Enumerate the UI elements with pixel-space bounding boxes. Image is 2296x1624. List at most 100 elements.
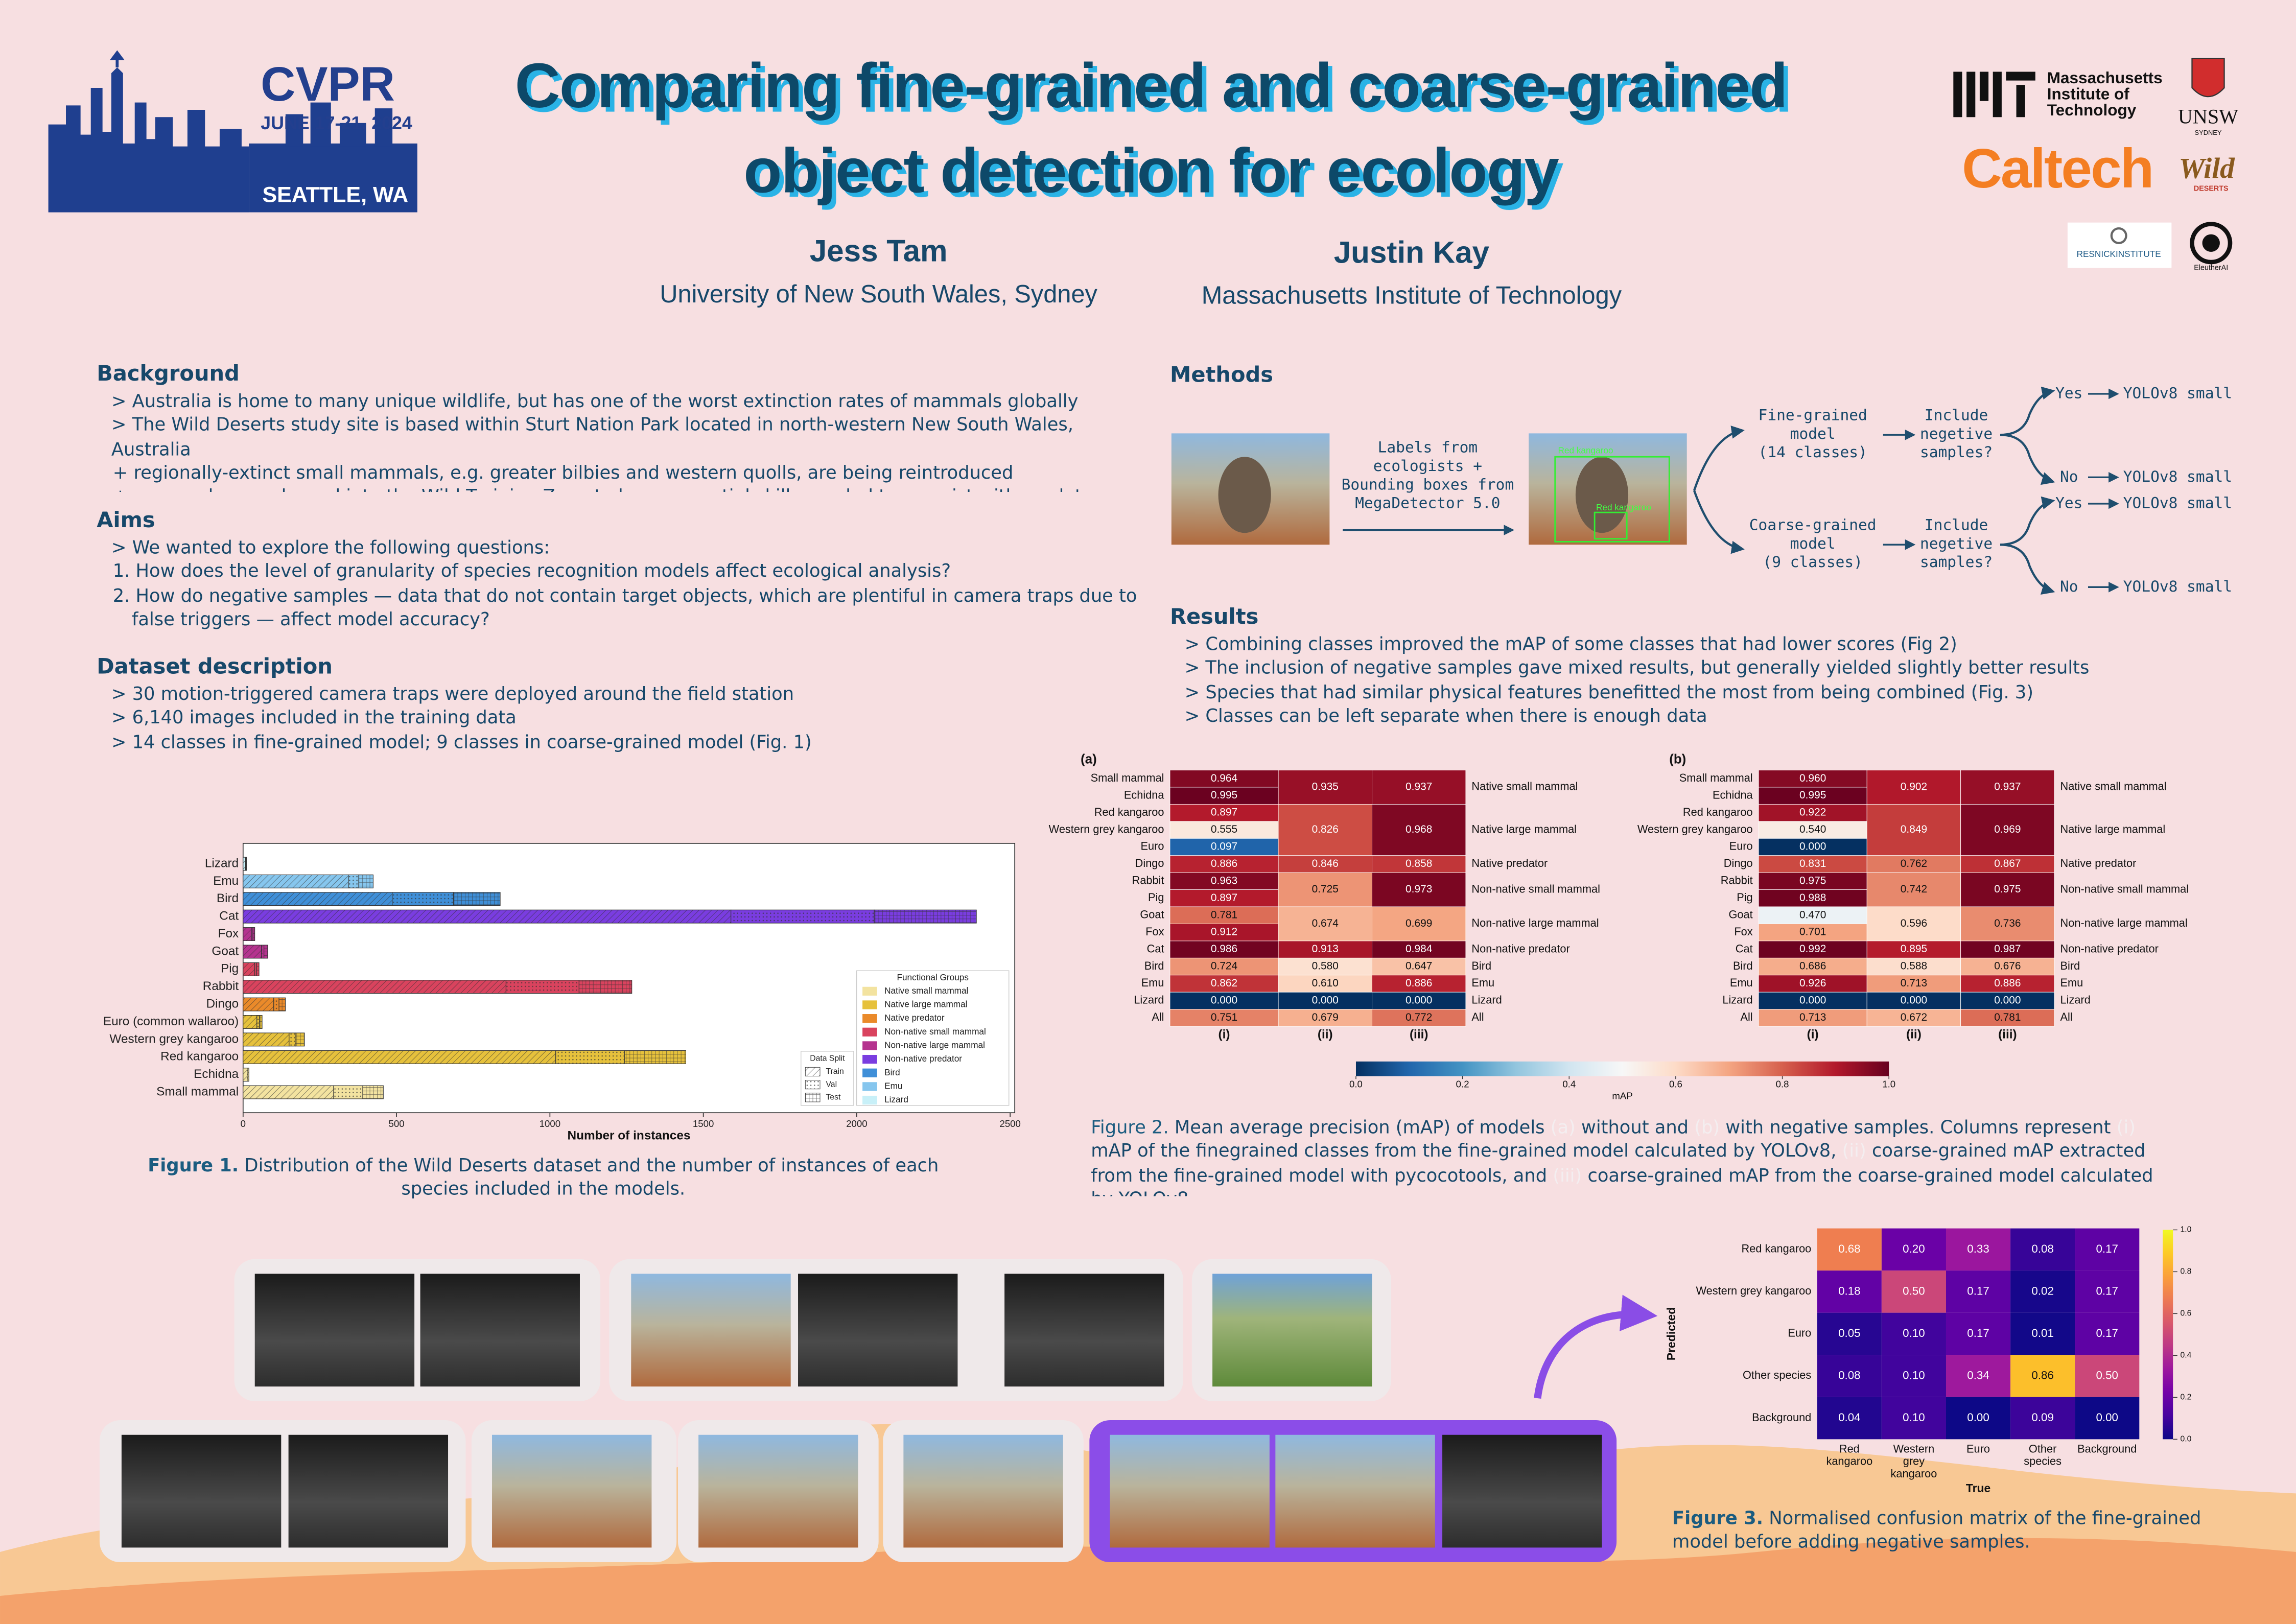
- group-label: Non-native large mammal: [1471, 916, 1599, 929]
- cell-label: 0.846: [1312, 858, 1339, 869]
- caption-label: Figure 2.: [1091, 1117, 1169, 1138]
- cell-label: 0.000: [1799, 994, 1826, 1006]
- row-label: Western grey kangaroo: [1637, 822, 1753, 835]
- camera-trap-photo: [1275, 1434, 1435, 1548]
- cell-label: 0.00: [2096, 1411, 2118, 1424]
- row-label: All: [1740, 1010, 1752, 1023]
- matrix-cell: [2075, 1355, 2140, 1397]
- cell-label: 0.913: [1312, 943, 1339, 955]
- camera-trap-photo: [288, 1434, 449, 1548]
- method-answer: Yes: [2055, 494, 2082, 511]
- caption: Figure 1. Distribution of the Wild Deser…: [148, 1155, 939, 1199]
- cell-label: 0.17: [1967, 1327, 1989, 1339]
- heatmap-cell: [1372, 855, 1466, 873]
- section-body: Results > Combining classes improved the …: [1170, 603, 2224, 728]
- eleuther-logo: [2190, 222, 2233, 265]
- group-label: Non-native predator: [2060, 942, 2159, 955]
- cell-label: 0.08: [1838, 1369, 1860, 1381]
- colorbar-tick-label: 0.8: [1776, 1079, 1789, 1090]
- cell-label: 0.17: [1967, 1284, 1989, 1297]
- colorbar-tick-label: 0.0: [1349, 1079, 1363, 1090]
- cell-label: 0.826: [1312, 823, 1339, 835]
- cell-label: 0.10: [1903, 1411, 1925, 1424]
- kangaroo: [1218, 457, 1271, 533]
- bullet: > The inclusion of negative samples gave…: [1184, 657, 2090, 678]
- heatmap-cell: [1372, 804, 1466, 856]
- section-body: Aims > We wanted to explore the following…: [97, 507, 1151, 631]
- unsw-text: UNSW: [2178, 105, 2238, 128]
- method-text: Bounding boxes from: [1342, 476, 1514, 493]
- conference-location: SEATTLE, WA: [262, 182, 408, 207]
- section: Results > Combining classes improved the …: [1170, 603, 2224, 728]
- heatmap-cell: [1372, 906, 1466, 942]
- sub-bullet: 2. How do negative samples — data that d…: [112, 585, 1137, 630]
- cell-label: 0.867: [1994, 858, 2021, 869]
- bar-hatch: [289, 1032, 295, 1046]
- y-tick-label: Bird: [217, 891, 239, 905]
- heatmap-cell: [1758, 975, 1867, 993]
- cell-label: 0.555: [1211, 823, 1237, 835]
- detection-box: [1554, 456, 1670, 543]
- conference-dates: JUNE 17-21, 2024: [261, 113, 412, 133]
- cell-label: 0.964: [1211, 772, 1238, 784]
- bar-hatch: [243, 875, 348, 888]
- legend-swatch: [805, 1067, 821, 1076]
- heatmap-cell: [1169, 975, 1279, 993]
- column-label: (i): [1807, 1028, 1819, 1042]
- cell-label: 0.17: [2096, 1242, 2118, 1255]
- detection-box: [1594, 511, 1628, 540]
- camera-trap-photo: [1212, 1274, 1372, 1387]
- group-label: All: [1471, 1010, 1484, 1023]
- row-label: Lizard: [1722, 994, 1752, 1006]
- group-label: Emu: [2060, 976, 2083, 989]
- bullet: > 6,140 images included in the training …: [111, 708, 517, 728]
- column-label: Euro: [1966, 1442, 1990, 1455]
- column-label: Background: [2077, 1442, 2137, 1455]
- cell-label: 0.960: [1799, 772, 1826, 784]
- bullet: > Classes can be left separate when ther…: [1184, 705, 1707, 726]
- group-label: Native predator: [1471, 857, 1548, 869]
- method-text: MegaDetector 5.0: [1355, 495, 1500, 512]
- row-label: Bird: [1144, 959, 1164, 972]
- row-label: Other species: [1743, 1369, 1811, 1381]
- legend-label: Train: [826, 1067, 844, 1076]
- group-label: Bird: [1471, 959, 1491, 972]
- method-answer: No: [2060, 578, 2078, 595]
- panel-label: (b): [1669, 752, 1686, 766]
- bar-hatch: [243, 998, 274, 1011]
- y-tick-label: Dingo: [206, 997, 239, 1011]
- row-label: Euro: [1788, 1327, 1811, 1339]
- wild-deserts-text: Wild: [2178, 152, 2235, 184]
- bar-hatch: [453, 892, 501, 906]
- author-affiliation: University of New South Wales, Sydney: [660, 280, 1097, 308]
- heatmap-cell: [1372, 957, 1466, 976]
- column-label: (ii): [1906, 1028, 1922, 1042]
- bar-hatch: [243, 1050, 556, 1064]
- heatmap-cell: [1278, 770, 1372, 805]
- matrix-cell: [2010, 1270, 2075, 1313]
- cell-label: 0.975: [1799, 875, 1826, 886]
- colorbar: [1355, 1061, 1889, 1076]
- dune: [0, 1538, 2296, 1624]
- kangaroo: [1575, 457, 1629, 533]
- cell-label: 0.672: [1901, 1011, 1927, 1023]
- row-label: Echidna: [1713, 788, 1753, 801]
- caption-label: Figure 3.: [1672, 1508, 1764, 1529]
- method-answer: No: [2060, 468, 2078, 485]
- arrow: [1693, 426, 1745, 491]
- legend-label: Emu: [884, 1080, 902, 1091]
- cell-label: 0.968: [1405, 823, 1432, 835]
- resnick-logo: [2067, 222, 2172, 268]
- heatmap-cell: [1866, 992, 1961, 1010]
- cell-label: 0.935: [1312, 781, 1339, 793]
- legend-swatch: [862, 1095, 877, 1105]
- heatmap-cell: [1169, 1009, 1279, 1027]
- caption-part: (ii): [1842, 1141, 1866, 1162]
- column-label: (iii): [1998, 1028, 2017, 1042]
- group-label: Non-native predator: [1471, 942, 1569, 955]
- bar-hatch: [243, 980, 506, 994]
- bar-hatch: [731, 910, 875, 924]
- heatmap-cell: [1169, 838, 1279, 856]
- bar-hatch: [243, 927, 252, 941]
